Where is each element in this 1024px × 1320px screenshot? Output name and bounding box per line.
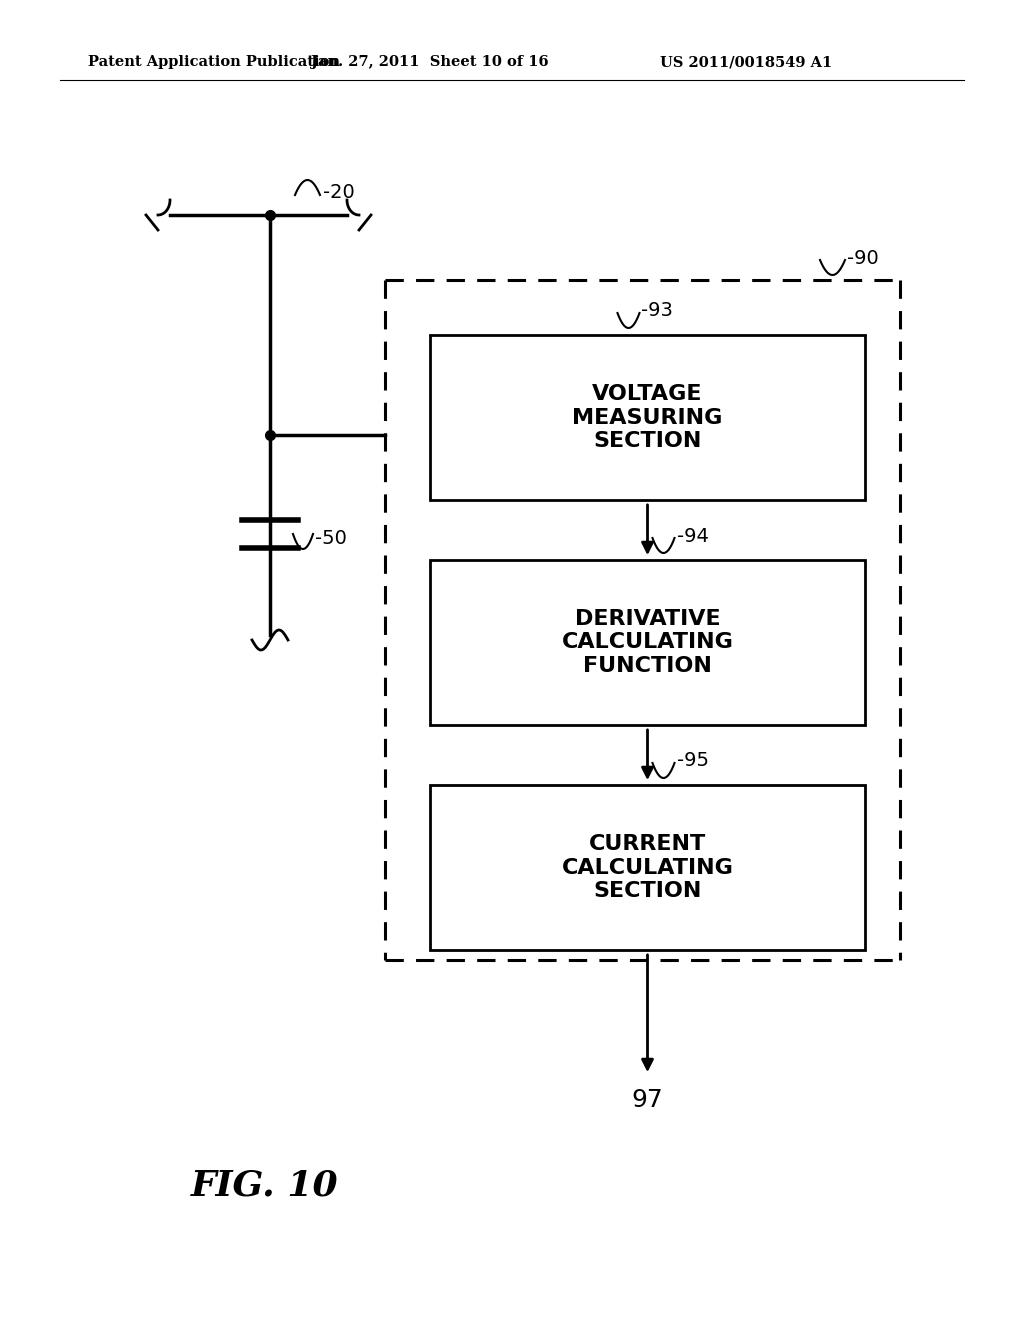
Text: FIG. 10: FIG. 10 [191, 1168, 339, 1203]
Bar [430, 785, 865, 950]
Text: -94: -94 [677, 527, 709, 545]
Text: Jan. 27, 2011  Sheet 10 of 16: Jan. 27, 2011 Sheet 10 of 16 [311, 55, 549, 69]
Text: -50: -50 [315, 529, 347, 549]
Text: -20: -20 [323, 182, 354, 202]
Text: Patent Application Publication: Patent Application Publication [88, 55, 340, 69]
Text: US 2011/0018549 A1: US 2011/0018549 A1 [660, 55, 833, 69]
Text: CURRENT
CALCULATING
SECTION: CURRENT CALCULATING SECTION [561, 834, 733, 900]
Text: 97: 97 [632, 1088, 664, 1111]
Text: -93: -93 [641, 301, 674, 321]
Bar [430, 560, 865, 725]
Text: -90: -90 [847, 248, 879, 268]
Text: -95: -95 [677, 751, 709, 771]
Text: DERIVATIVE
CALCULATING
FUNCTION: DERIVATIVE CALCULATING FUNCTION [561, 610, 733, 676]
Text: VOLTAGE
MEASURING
SECTION: VOLTAGE MEASURING SECTION [572, 384, 723, 450]
Bar [430, 335, 865, 500]
